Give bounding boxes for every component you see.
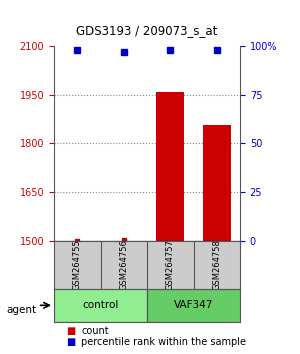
Text: GDS3193 / 209073_s_at: GDS3193 / 209073_s_at [76,24,218,37]
Text: GSM264756: GSM264756 [119,239,128,290]
Text: control: control [82,300,119,310]
Text: count: count [81,326,109,336]
Text: GSM264757: GSM264757 [166,239,175,290]
Text: ■: ■ [66,326,75,336]
Text: GSM264755: GSM264755 [73,239,82,290]
Text: percentile rank within the sample: percentile rank within the sample [81,337,246,347]
Text: agent: agent [6,305,36,315]
Bar [203,125,231,241]
FancyBboxPatch shape [147,289,240,322]
Text: ■: ■ [66,337,75,347]
Text: GSM264758: GSM264758 [212,239,221,290]
FancyBboxPatch shape [54,289,147,322]
Text: VAF347: VAF347 [174,300,213,310]
Bar [156,92,184,241]
